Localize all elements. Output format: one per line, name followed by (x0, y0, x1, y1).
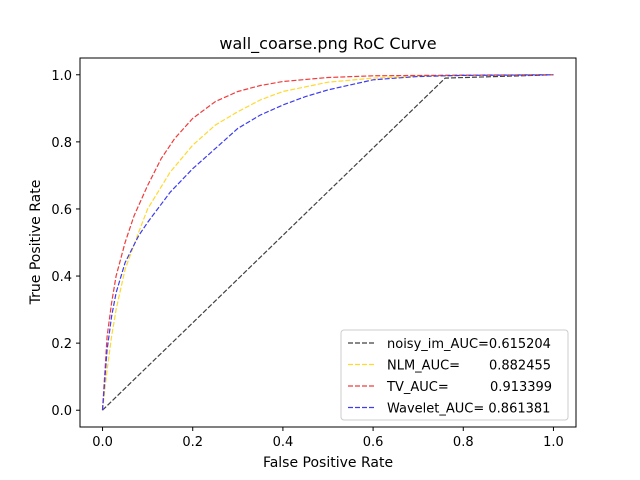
y-tick-label: 0.8 (51, 136, 72, 151)
y-axis-label: True Positive Rate (28, 180, 44, 306)
y-tick-label: 0.6 (51, 203, 72, 218)
x-tick-label: 0.2 (182, 435, 203, 450)
plot-area: 0.0 0.2 0.4 0.6 0.8 1.0 0.0 0.2 0.4 0.6 0.8 1.0 (51, 57, 577, 450)
y-tick-label: 0.2 (51, 337, 72, 352)
series-layer (101, 74, 554, 411)
series-line-nlm (101, 74, 554, 411)
legend-label: noisy_im_AUC=0.615204 (387, 337, 551, 352)
legend-label: TV_AUC= 0.913399 (386, 380, 552, 395)
y-tick-label: 0.0 (51, 404, 72, 419)
x-tick-label: 0.8 (453, 435, 474, 450)
legend-label: NLM_AUC= 0.882455 (387, 359, 551, 374)
x-axis-ticks: 0.0 0.2 0.4 0.6 0.8 1.0 (92, 427, 564, 450)
x-tick-label: 0.4 (273, 435, 294, 450)
y-tick-label: 0.4 (51, 270, 72, 285)
series-line-tv (101, 74, 554, 411)
legend-entries: noisy_im_AUC=0.615204 NLM_AUC= 0.882455 TV… (348, 337, 552, 417)
y-tick-label: 1.0 (51, 69, 72, 84)
legend: noisy_im_AUC=0.615204 NLM_AUC= 0.882455 TV… (340, 329, 569, 421)
chart-title: wall_coarse.png RoC Curve (219, 34, 436, 54)
y-axis-ticks: 0.0 0.2 0.4 0.6 0.8 1.0 (51, 69, 80, 419)
series-line-noisy (102, 74, 554, 411)
legend-label: Wavelet_AUC= 0.861381 (387, 402, 550, 417)
legend-box (340, 329, 569, 421)
series-line-wavelet (101, 74, 554, 411)
x-tick-label: 0.0 (92, 435, 113, 450)
plot-frame (79, 57, 577, 428)
x-tick-label: 0.6 (363, 435, 384, 450)
x-tick-label: 1.0 (543, 435, 564, 450)
x-axis-label: False Positive Rate (263, 455, 393, 471)
